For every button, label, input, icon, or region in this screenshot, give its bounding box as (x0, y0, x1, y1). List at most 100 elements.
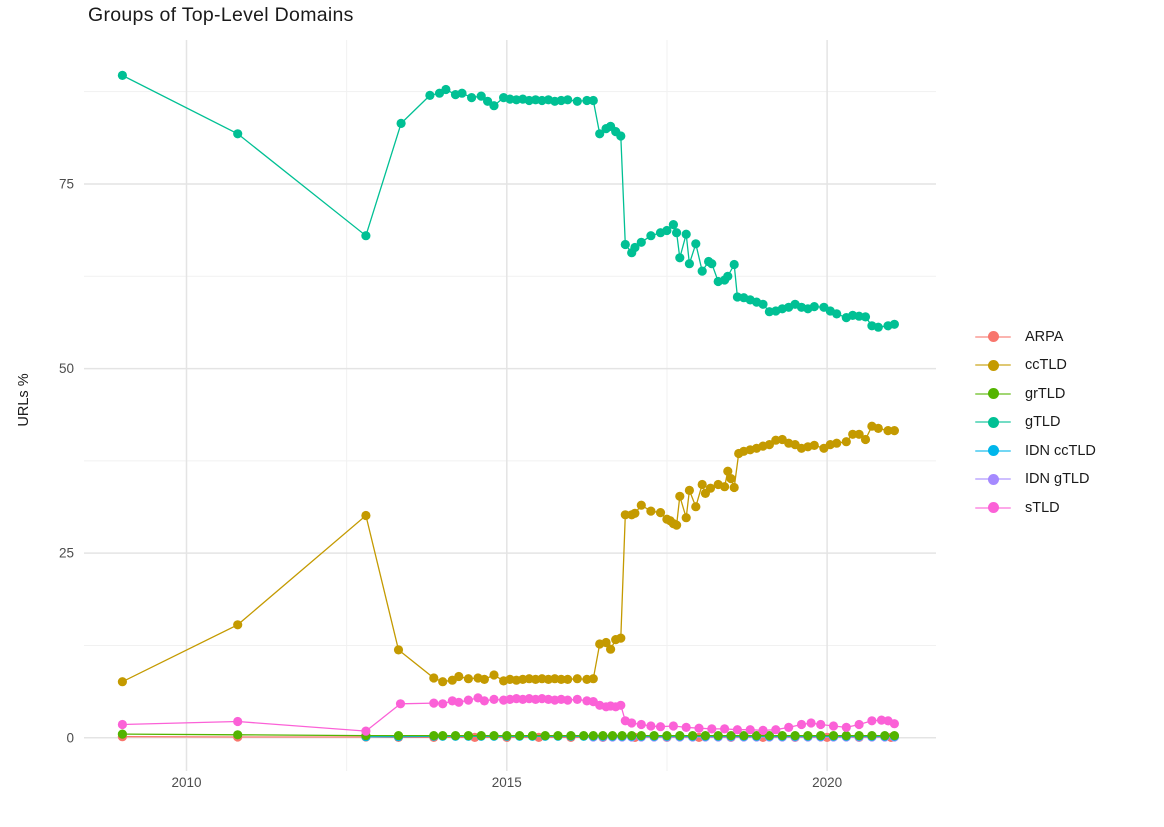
data-point (726, 474, 736, 484)
data-point (588, 674, 598, 684)
legend: ARPA ccTLD grTLD gTLD IDN ccTLD IDN gTLD sTLD (975, 328, 1096, 516)
data-point (675, 491, 685, 501)
data-point (745, 725, 755, 735)
data-point (527, 731, 538, 741)
data-point (841, 437, 851, 447)
data-point (697, 479, 707, 490)
data-point (848, 429, 858, 439)
data-point (803, 731, 813, 741)
data-point (873, 423, 883, 433)
data-point (771, 725, 781, 735)
legend-label: grTLD (1025, 385, 1066, 402)
data-point (454, 697, 464, 707)
data-point (563, 95, 573, 105)
data-point (489, 731, 499, 741)
data-point (463, 674, 473, 684)
data-point (806, 718, 816, 728)
data-point (739, 731, 749, 741)
data-point (572, 96, 582, 106)
data-point (758, 299, 768, 309)
data-point (668, 721, 679, 731)
data-point (361, 231, 371, 241)
data-point (713, 731, 723, 741)
data-point (889, 426, 900, 436)
data-point (483, 96, 493, 106)
data-point (454, 671, 464, 682)
data-point (662, 731, 672, 741)
data-point (828, 721, 839, 731)
data-point (395, 699, 406, 709)
data-point (620, 510, 630, 520)
data-point (233, 129, 243, 139)
data-point (889, 719, 900, 729)
data-point (764, 731, 775, 741)
legend-key-icon (975, 471, 1011, 488)
data-point (758, 725, 768, 736)
legend-item-idn-cctld: IDN ccTLD (975, 442, 1096, 459)
data-point (646, 231, 656, 241)
data-point (729, 482, 739, 493)
data-point (572, 674, 582, 684)
data-point (627, 718, 637, 728)
data-point (553, 731, 563, 741)
y-tick-label: 25 (59, 546, 74, 561)
grid-minor (84, 40, 936, 771)
data-point (457, 88, 467, 98)
y-tick-label: 50 (59, 361, 74, 376)
legend-item-grtld: grTLD (975, 385, 1096, 402)
data-point (438, 677, 448, 687)
data-point (616, 700, 626, 710)
data-point (889, 319, 900, 329)
legend-item-gtld: gTLD (975, 414, 1096, 431)
series-grTLD (117, 729, 900, 741)
data-point (646, 721, 656, 731)
data-point (563, 674, 573, 685)
data-point (438, 731, 448, 741)
legend-label: IDN ccTLD (1025, 442, 1096, 459)
data-point (705, 483, 716, 493)
data-point (601, 637, 611, 648)
data-point (616, 633, 626, 643)
data-point (463, 695, 473, 705)
data-point (476, 91, 486, 101)
y-tick-label: 0 (66, 730, 74, 745)
data-point (361, 510, 371, 521)
data-point (588, 95, 598, 106)
data-point (646, 506, 656, 516)
data-point (681, 513, 691, 523)
data-point (883, 426, 893, 436)
data-point (668, 220, 679, 230)
data-point (672, 520, 682, 530)
data-point (463, 731, 473, 741)
data-point (672, 228, 682, 238)
data-point (636, 500, 646, 510)
data-point (684, 485, 695, 495)
x-tick-label: 2020 (812, 775, 842, 790)
legend-label: sTLD (1025, 499, 1060, 516)
data-point (867, 716, 877, 726)
legend-label: IDN gTLD (1025, 471, 1090, 487)
data-point (502, 731, 512, 741)
data-point (832, 309, 842, 319)
data-point (476, 731, 486, 741)
data-point (515, 731, 525, 741)
data-point (684, 259, 695, 269)
data-point (438, 699, 448, 709)
series-sTLD (117, 693, 900, 736)
chart-title: Groups of Top-Level Domains (88, 4, 354, 26)
data-point (579, 731, 589, 741)
data-point (117, 719, 127, 730)
data-point (429, 698, 439, 708)
data-point (233, 730, 243, 740)
data-point (655, 722, 666, 732)
data-point (429, 673, 439, 683)
data-point (233, 620, 243, 630)
data-point (117, 70, 127, 80)
data-point (726, 731, 736, 741)
x-tick-label: 2010 (171, 775, 201, 790)
legend-label: ccTLD (1025, 357, 1067, 373)
data-point (764, 440, 775, 450)
data-point (563, 695, 573, 705)
data-point (681, 722, 691, 733)
